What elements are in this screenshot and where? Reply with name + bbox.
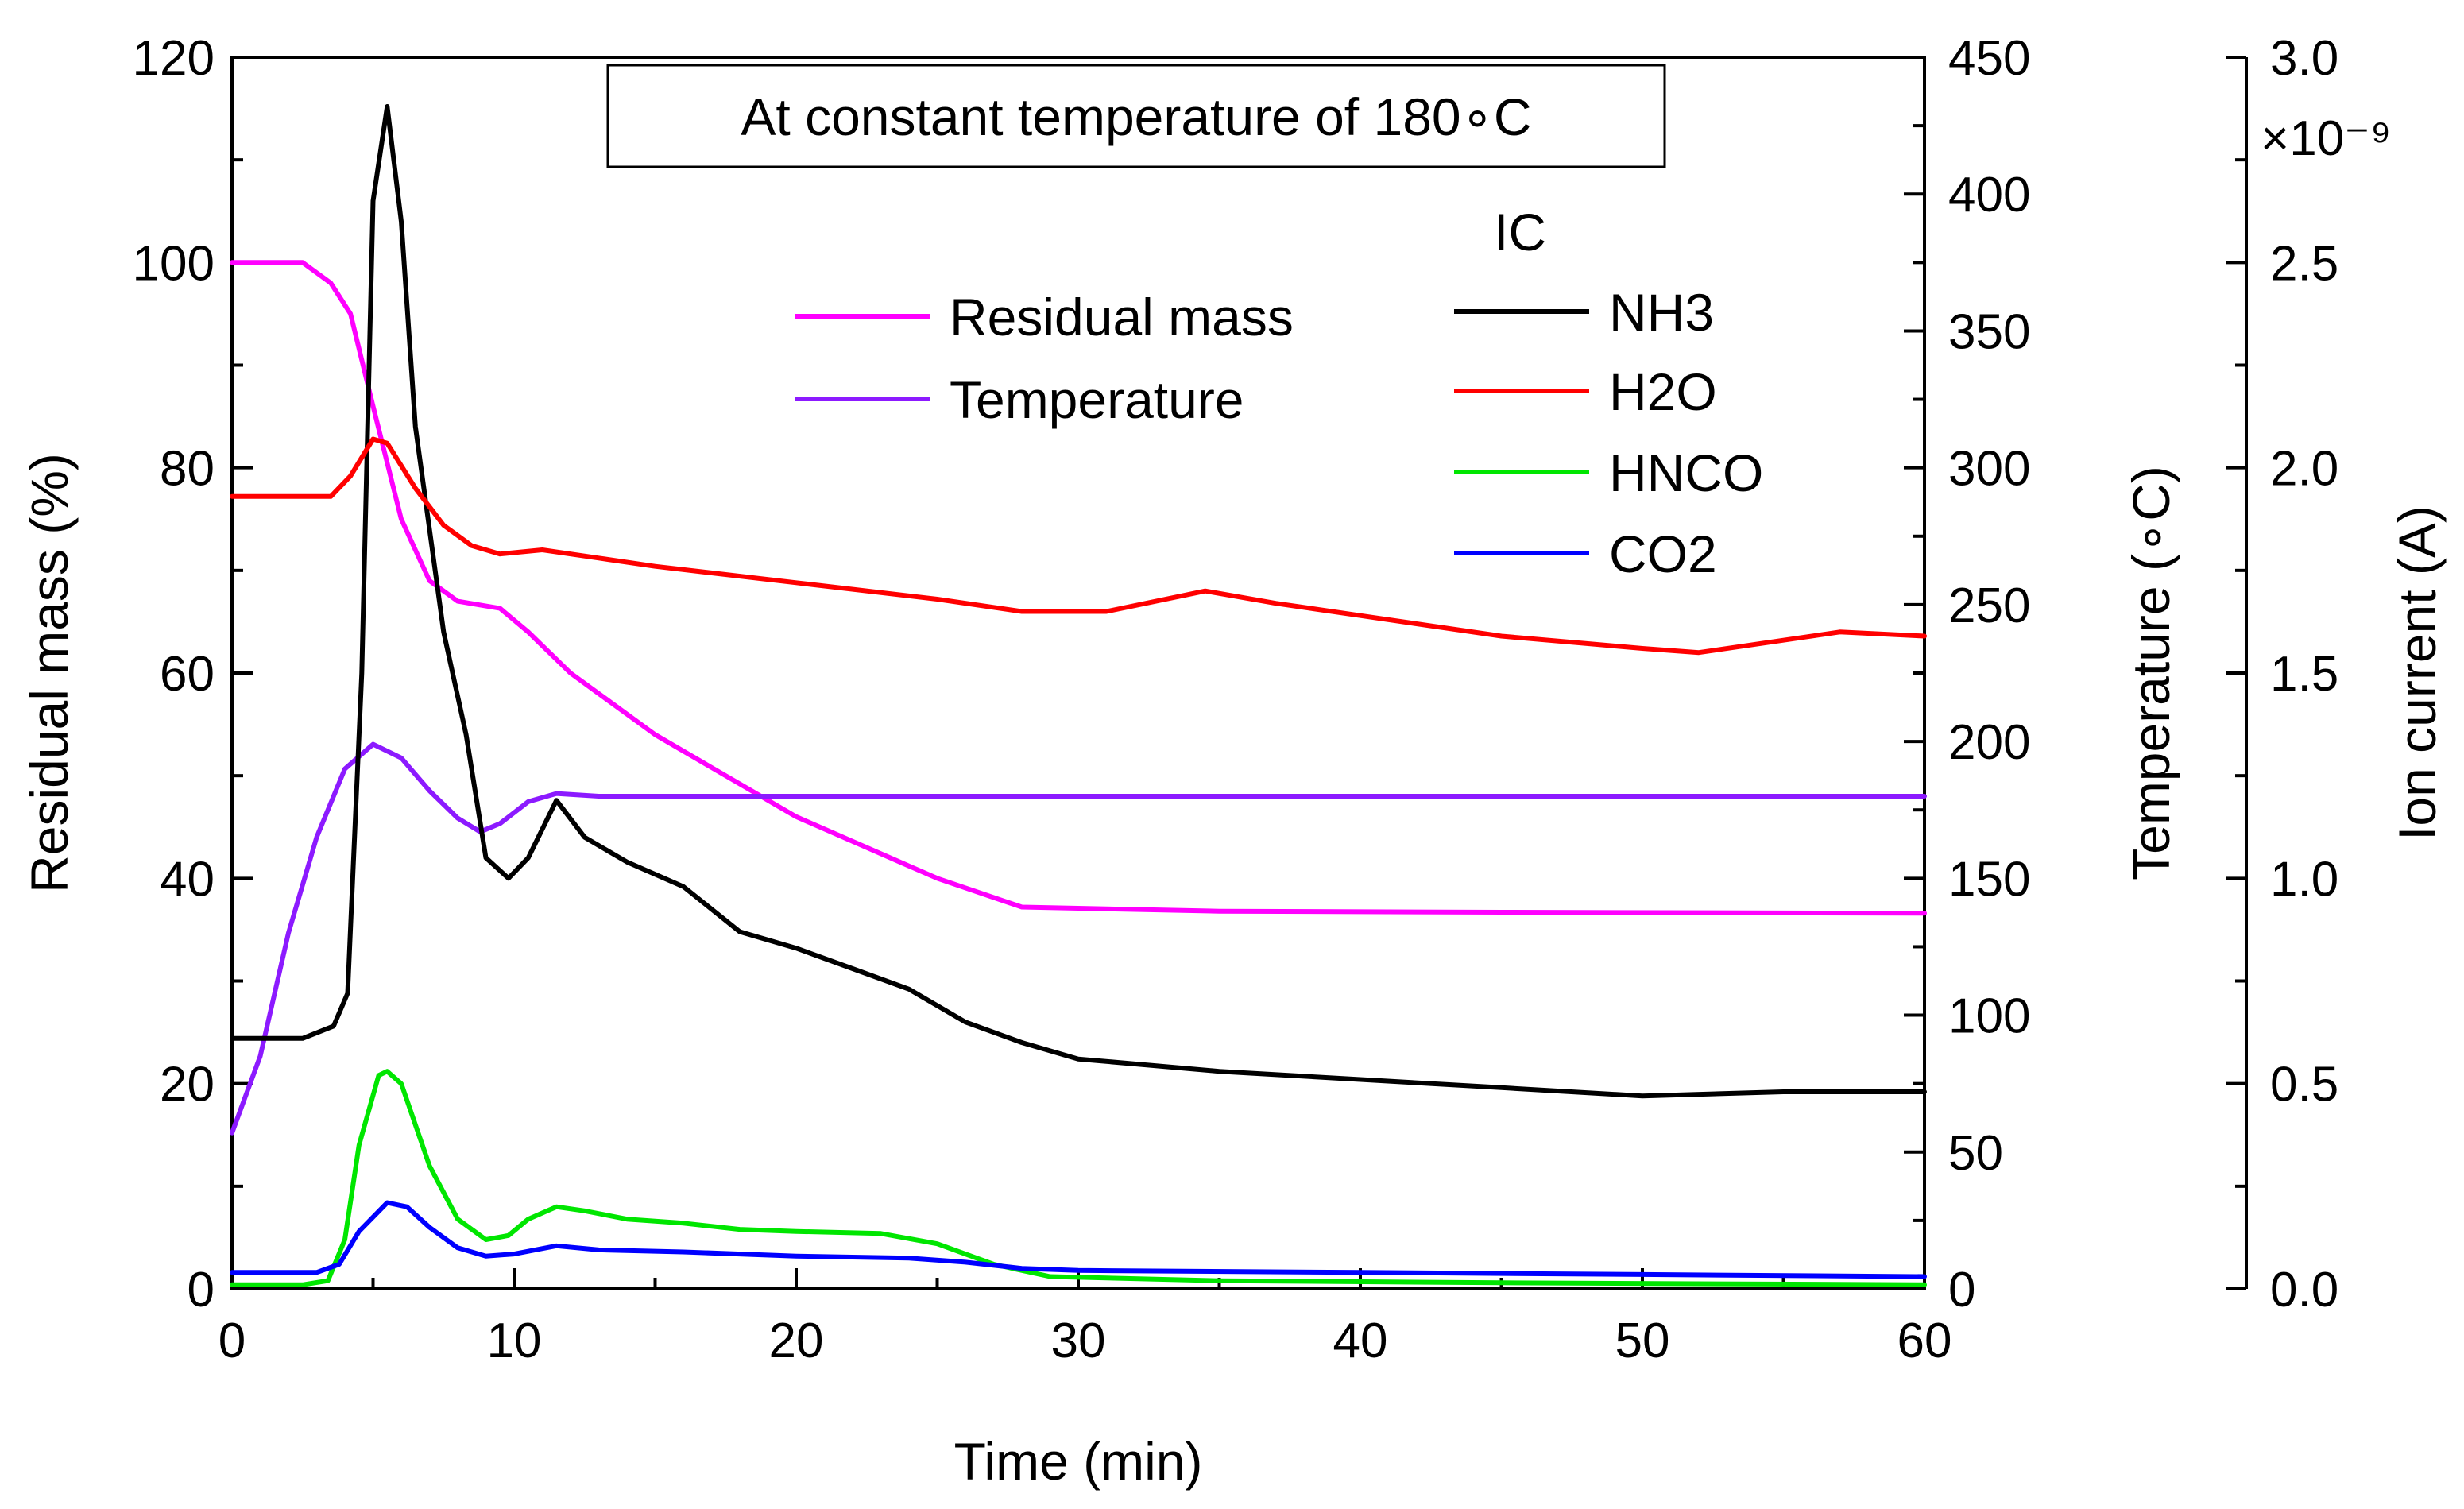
temperature-tick-label: 150: [1948, 852, 2030, 907]
temperature-axis: 0 50 100 150 200 250 300 350 400 450: [1904, 31, 2030, 1317]
ion-current-axis: 0.0 0.5 1.0 1.5 2.0 2.5 3.0: [2226, 31, 2338, 1317]
x-tick-label: 60: [1897, 1314, 1952, 1368]
left-tick-label: 80: [160, 442, 215, 497]
ion-current-tick-label: 2.5: [2270, 236, 2338, 291]
y-axis-title-ion-current: Ion current (A): [2388, 505, 2447, 841]
left-axis: 0 20 40 60 80 100 120: [133, 31, 253, 1317]
legend-label-hnco: HNCO: [1609, 443, 1763, 502]
title-box: [606, 64, 1666, 168]
ion-current-tick-label: 0.5: [2270, 1058, 2338, 1112]
ion-current-tick-label: 1.5: [2270, 647, 2338, 702]
series-line-h2o: [230, 436, 1927, 656]
legend-label-temperature: Temperature: [950, 370, 1244, 429]
bottom-axis: 0 10 20 30 40 50 60: [219, 1268, 1952, 1368]
x-tick-label: 20: [769, 1314, 824, 1368]
series-line-temperature: [230, 741, 1927, 1136]
y-axis-title-temperature: Temperature (∘C): [2122, 466, 2180, 880]
ion-current-tick-label: 0.0: [2270, 1263, 2338, 1317]
ion-current-tick-label: 1.0: [2270, 852, 2338, 907]
series-line-nh3: [230, 104, 1927, 1099]
ion-current-multiplier: ×10⁻⁹: [2261, 111, 2391, 166]
x-axis-title: Time (min): [954, 1432, 1203, 1491]
series-line-residual-mass: [230, 260, 1927, 916]
legend-label-residual-mass: Residual mass: [950, 288, 1294, 346]
y-axis-title-residual-mass: Residual mass (%): [20, 453, 79, 893]
left-tick-label: 100: [133, 236, 215, 291]
left-tick-label: 20: [160, 1058, 215, 1112]
x-tick-label: 40: [1333, 1314, 1388, 1368]
series-lines: [230, 104, 1927, 1287]
left-tick-label: 0: [188, 1263, 215, 1317]
legend-group-title: IC: [1494, 203, 1546, 261]
x-tick-label: 30: [1051, 1314, 1106, 1368]
left-tick-label: 40: [160, 852, 215, 907]
temperature-tick-label: 250: [1948, 578, 2030, 633]
ion-current-tick-label: 2.0: [2270, 442, 2338, 497]
x-tick-label: 10: [487, 1314, 542, 1368]
temperature-tick-label: 300: [1948, 442, 2030, 497]
temperature-tick-label: 400: [1948, 168, 2030, 222]
temperature-tick-label: 200: [1948, 715, 2030, 770]
chart-title: At constant temperature of 180∘C: [741, 87, 1531, 146]
x-tick-label: 50: [1615, 1314, 1670, 1368]
series-line-hnco: [230, 1069, 1927, 1287]
temperature-tick-label: 450: [1948, 31, 2030, 86]
ion-current-tick-label: 3.0: [2270, 31, 2338, 86]
legend-label-nh3: NH3: [1609, 283, 1714, 342]
temperature-tick-label: 0: [1948, 1263, 1975, 1317]
left-tick-label: 120: [133, 31, 215, 86]
legend: Residual mass Temperature NH3 H2O HNCO CO2: [795, 283, 1763, 583]
temperature-tick-label: 100: [1948, 989, 2030, 1044]
legend-label-co2: CO2: [1609, 524, 1717, 583]
series-line-co2: [230, 1200, 1927, 1279]
plot-frame: [230, 56, 1926, 1290]
temperature-tick-label: 350: [1948, 304, 2030, 359]
legend-label-h2o: H2O: [1609, 362, 1717, 421]
temperature-tick-label: 50: [1948, 1126, 2003, 1181]
left-tick-label: 60: [160, 647, 215, 702]
x-tick-label: 0: [219, 1314, 246, 1368]
